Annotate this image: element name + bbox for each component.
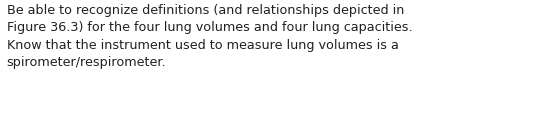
Text: Be able to recognize definitions (and relationships depicted in
Figure 36.3) for: Be able to recognize definitions (and re…: [7, 4, 412, 69]
